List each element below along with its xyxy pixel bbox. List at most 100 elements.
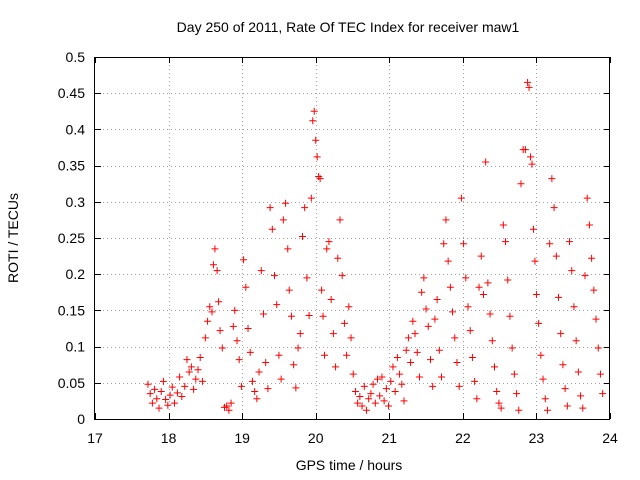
data-point xyxy=(325,238,333,246)
data-point xyxy=(389,363,397,371)
data-point xyxy=(504,276,512,284)
data-point xyxy=(444,257,452,265)
data-point xyxy=(257,267,265,275)
data-points xyxy=(144,78,607,414)
data-point xyxy=(537,351,545,359)
data-point xyxy=(369,380,377,388)
data-point xyxy=(360,382,368,390)
data-point xyxy=(187,363,195,371)
data-point xyxy=(508,344,516,352)
data-point xyxy=(309,117,317,125)
data-point xyxy=(543,406,551,414)
data-point xyxy=(268,225,276,233)
data-point xyxy=(323,245,331,253)
data-point xyxy=(583,194,591,202)
data-point xyxy=(535,319,543,327)
data-point xyxy=(572,337,580,345)
data-point xyxy=(194,366,202,374)
data-point xyxy=(285,286,293,294)
data-point xyxy=(313,153,321,161)
y-tick-label: 0.3 xyxy=(66,194,86,210)
data-point xyxy=(162,395,170,403)
data-point xyxy=(356,393,364,401)
data-point xyxy=(277,375,285,383)
data-point xyxy=(240,256,248,264)
data-point xyxy=(479,290,487,298)
data-point xyxy=(438,373,446,381)
data-point xyxy=(431,315,439,323)
data-point xyxy=(590,286,598,294)
data-point xyxy=(495,399,503,407)
data-point xyxy=(499,221,507,229)
data-point xyxy=(581,272,589,280)
data-point xyxy=(367,390,375,398)
data-point xyxy=(296,330,304,338)
data-point xyxy=(532,290,540,298)
data-point xyxy=(559,361,567,369)
data-point xyxy=(365,395,373,403)
data-point xyxy=(253,395,261,403)
x-tick-label: 19 xyxy=(234,430,250,446)
data-point xyxy=(204,317,212,325)
data-point xyxy=(528,160,536,168)
y-tick-label: 0.5 xyxy=(66,49,86,65)
data-point xyxy=(298,233,306,241)
data-point xyxy=(242,283,250,291)
data-point xyxy=(424,322,432,330)
data-point xyxy=(493,387,501,395)
data-point xyxy=(385,402,393,410)
data-point xyxy=(218,344,226,352)
data-point xyxy=(497,404,505,412)
data-point xyxy=(396,370,404,378)
data-point xyxy=(201,334,209,342)
data-point xyxy=(209,261,217,269)
data-point xyxy=(525,83,533,91)
data-point xyxy=(279,216,287,224)
x-tick-label: 17 xyxy=(87,430,103,446)
data-point xyxy=(462,274,470,282)
data-point xyxy=(376,392,384,400)
data-point xyxy=(275,351,283,359)
data-point xyxy=(594,344,602,352)
data-point xyxy=(170,399,178,407)
data-point xyxy=(358,402,366,410)
data-point xyxy=(482,158,490,166)
y-tick-label: 0 xyxy=(77,411,85,427)
data-point xyxy=(568,267,576,275)
data-point xyxy=(319,312,327,320)
data-point xyxy=(548,175,556,183)
data-point xyxy=(159,377,167,385)
data-point xyxy=(524,78,532,86)
data-point xyxy=(420,274,428,282)
data-point xyxy=(211,245,219,253)
y-axis-label: ROTI / TECUs xyxy=(5,193,21,283)
data-point xyxy=(513,390,521,398)
data-point xyxy=(529,225,537,233)
data-point xyxy=(271,272,279,280)
data-point xyxy=(378,373,386,381)
data-point xyxy=(251,387,259,395)
data-point xyxy=(599,390,607,398)
data-point xyxy=(144,380,152,388)
data-point xyxy=(215,298,223,306)
data-point xyxy=(151,385,159,393)
y-tick-label: 0.1 xyxy=(66,339,86,355)
data-point xyxy=(246,348,254,356)
data-point xyxy=(181,382,189,390)
data-point xyxy=(262,359,270,367)
data-point xyxy=(527,153,535,161)
data-point xyxy=(440,240,448,248)
data-point xyxy=(173,389,181,397)
data-point xyxy=(347,334,355,342)
data-point xyxy=(329,330,337,338)
data-point xyxy=(148,399,156,407)
data-point xyxy=(418,288,426,296)
data-point xyxy=(387,377,395,385)
data-point xyxy=(541,395,549,403)
data-point xyxy=(287,312,295,320)
data-point xyxy=(318,286,326,294)
data-point xyxy=(473,395,481,403)
data-point xyxy=(426,356,434,364)
data-point xyxy=(273,301,281,309)
